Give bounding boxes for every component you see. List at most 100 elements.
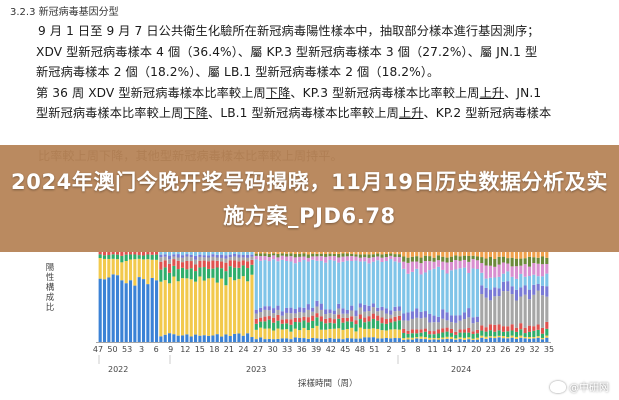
bar-segment [484, 252, 488, 259]
bar-segment [120, 280, 124, 342]
bar-segment [289, 319, 293, 325]
bar-segment [167, 252, 172, 256]
bar-segment [415, 252, 419, 257]
bar-segment [237, 252, 241, 255]
bar-segment [285, 319, 289, 324]
bar-segment [380, 257, 384, 262]
bar-segment [202, 260, 206, 268]
bar-segment [363, 252, 367, 255]
bar-segment [133, 254, 137, 260]
bar-segment [181, 278, 185, 336]
bar-segment [462, 255, 466, 260]
bar-segment [220, 254, 224, 258]
bar-segment [306, 317, 310, 323]
bar-segment [263, 309, 267, 317]
bar-segment [246, 333, 250, 342]
bar-segment [128, 280, 133, 342]
bar-segment [172, 334, 176, 342]
bar-segment [389, 318, 393, 323]
bar-segment [354, 320, 358, 325]
bar-segment [540, 285, 545, 296]
bar-segment [163, 252, 167, 255]
bar-segment [475, 329, 480, 334]
bar-segment [250, 256, 254, 260]
bar-segment [445, 312, 449, 321]
bar-segment [419, 332, 423, 337]
bar-segment [220, 268, 224, 279]
bar-segment [467, 332, 471, 338]
bar-segment [137, 258, 141, 278]
bar-segment [345, 252, 349, 254]
bar-segment [141, 252, 146, 256]
bar-segment [523, 285, 527, 295]
bar-segment [167, 255, 172, 260]
bar-segment [436, 322, 440, 330]
bar-segment [246, 254, 250, 258]
bar-segment [172, 254, 176, 257]
bar-segment [115, 259, 120, 276]
bar-segment [241, 257, 245, 261]
bar-segment [423, 261, 427, 273]
line-segment: 新冠病毒樣本 2 個（18.2%）、屬 LB.1 型新冠病毒樣本 2 個（18.… [36, 65, 440, 79]
bar-segment [285, 256, 289, 262]
bar-segment [241, 255, 245, 258]
bar-segment [506, 281, 510, 292]
bar-segment [519, 337, 523, 342]
bar-segment [285, 338, 289, 342]
bar-segment [471, 255, 475, 260]
bar-segment [163, 280, 167, 335]
bar-segment [406, 312, 410, 321]
bar-segment [198, 252, 202, 255]
bar-segment [523, 264, 527, 277]
bar-segment [475, 256, 480, 261]
line-segment: 、KP.3 型新冠病毒樣本比率較上周 [290, 85, 480, 100]
bar-segment [536, 329, 540, 337]
bar-segment [514, 289, 519, 301]
bar-segment [259, 260, 263, 308]
bar-segment [298, 337, 302, 342]
bar-segment [224, 255, 228, 259]
bar-segment [367, 321, 371, 329]
bar-segment [493, 266, 497, 278]
bar-segment [523, 338, 527, 342]
bar-segment [228, 252, 232, 255]
bar-segment [185, 254, 189, 257]
bar-segment [250, 264, 254, 275]
bar-segment [397, 329, 401, 339]
bar-segment [207, 252, 211, 256]
bar-segment [202, 335, 206, 342]
doc-body: 9 月 1 日至 9 月 7 日公共衛生化驗所在新冠病毒陽性樣本中，抽取部分樣本… [36, 21, 610, 124]
bar-segment [432, 322, 436, 332]
bar-segment [493, 324, 497, 332]
bar-segment [328, 328, 332, 339]
bar-segment [120, 262, 124, 281]
bar-segment [181, 335, 185, 342]
bar-segment [237, 261, 241, 268]
bar-segment [484, 331, 488, 337]
bar-segment [341, 261, 345, 309]
bar-segment [215, 282, 219, 335]
bar-segment [514, 266, 519, 279]
bar-segment [380, 317, 384, 324]
bar-segment [467, 308, 471, 318]
bar-segment [419, 252, 423, 258]
x-tick-label: 47 [93, 345, 103, 354]
bar-segment [285, 323, 289, 330]
bar-segment [510, 330, 514, 336]
bar-segment [436, 255, 440, 261]
bar-segment [267, 306, 271, 311]
bar-segment [302, 316, 306, 321]
bar-segment [358, 257, 362, 262]
bar-segment [285, 261, 289, 308]
bar-segment [237, 257, 241, 262]
chart-year-2024: 2024 [451, 365, 472, 374]
bar-segment [233, 252, 237, 254]
bar-segment [215, 267, 219, 283]
bar-segment [259, 253, 263, 257]
bar-segment [198, 335, 202, 342]
bar-segment [380, 306, 384, 311]
bar-segment [480, 272, 484, 286]
bar-segment [475, 322, 480, 330]
bar-segment [545, 321, 549, 329]
bar-segment [298, 261, 302, 308]
